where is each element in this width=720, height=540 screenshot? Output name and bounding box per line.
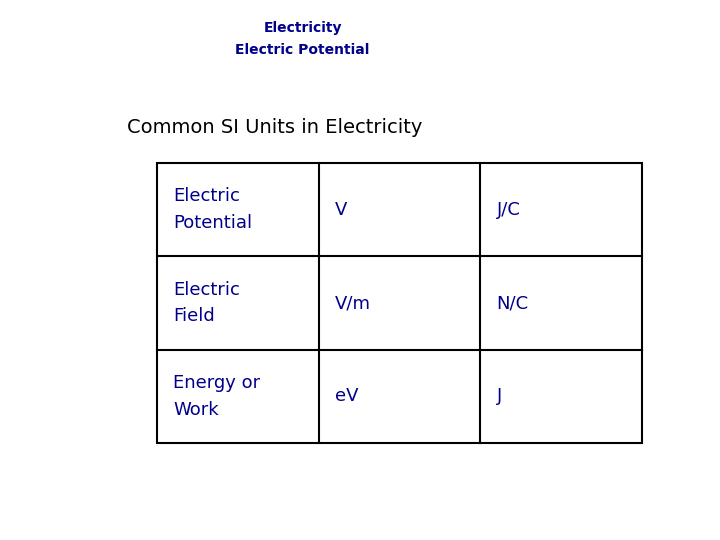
Text: J/C: J/C (497, 201, 521, 219)
Text: Electric Potential: Electric Potential (235, 43, 370, 57)
Text: J: J (497, 387, 502, 406)
Text: Common SI Units in Electricity: Common SI Units in Electricity (127, 118, 423, 137)
Text: N/C: N/C (497, 294, 528, 312)
Text: Energy or
Work: Energy or Work (174, 374, 261, 418)
Text: V: V (335, 201, 347, 219)
Text: V/m: V/m (335, 294, 371, 312)
Text: Electricity: Electricity (264, 21, 342, 35)
Text: Electric
Potential: Electric Potential (174, 187, 252, 232)
Bar (157, 163, 642, 443)
Text: 16: 16 (38, 503, 59, 518)
Text: eV: eV (335, 387, 359, 406)
Text: Electric
Field: Electric Field (174, 281, 240, 325)
